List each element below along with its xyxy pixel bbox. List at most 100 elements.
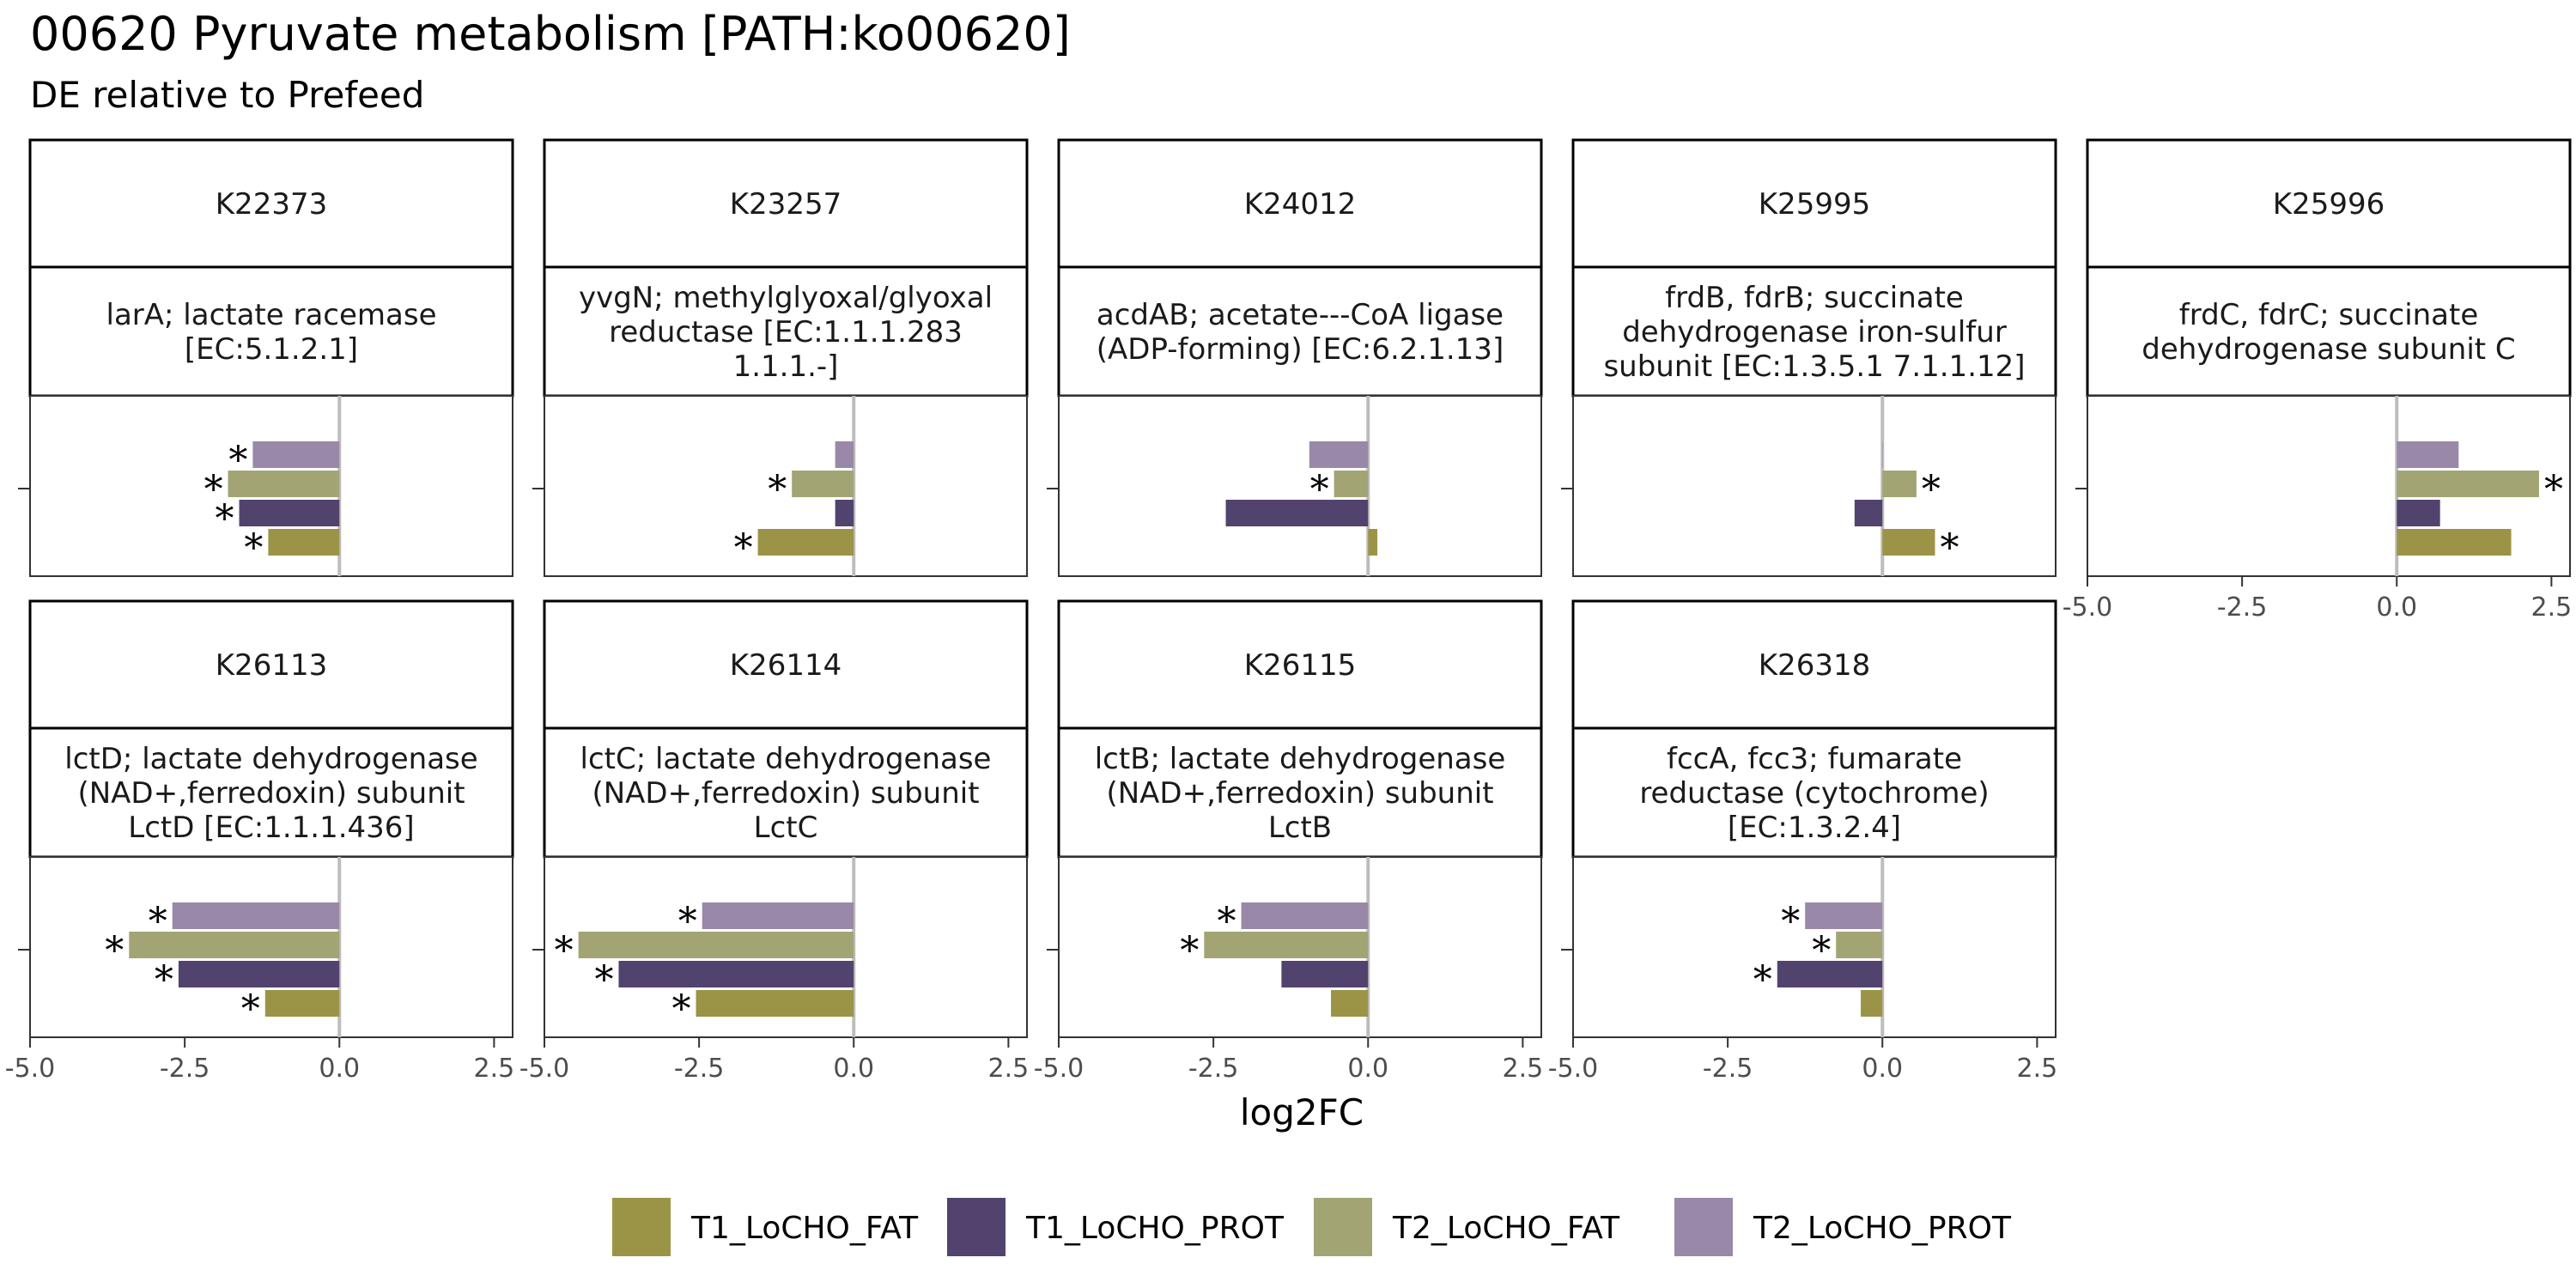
bar-T1_LoCHO_PROT <box>1777 961 1883 987</box>
bar-T1_LoCHO_PROT <box>2397 500 2440 526</box>
significance-star: * <box>594 958 613 1002</box>
bar-T2_LoCHO_PROT <box>702 902 854 929</box>
significance-star: * <box>241 987 260 1031</box>
significance-star: * <box>105 929 124 973</box>
legend-swatch-T2_LoCHO_FAT <box>1314 1198 1372 1256</box>
strip-description-box <box>1571 726 2057 859</box>
significance-star: * <box>1218 900 1236 944</box>
x-tick-label: -5.0 <box>1034 1054 1084 1084</box>
bar-T2_LoCHO_FAT <box>1334 471 1369 497</box>
strip-description-line: reductase (cytochrome) <box>1639 776 1989 811</box>
bar-T2_LoCHO_PROT <box>1241 902 1369 929</box>
strip-description-box <box>1057 265 1543 398</box>
strip-description-box <box>1571 265 2057 398</box>
x-tick-label: -5.0 <box>2063 592 2113 623</box>
bar-T1_LoCHO_PROT <box>835 500 854 526</box>
strip-description-line: lctB; lactate dehydrogenase <box>1095 742 1506 776</box>
strip-description-box <box>1057 726 1543 859</box>
strip-id-label: K23257 <box>730 187 841 222</box>
x-tick-label: -5.0 <box>1548 1054 1599 1084</box>
strip-id-box <box>543 599 1029 730</box>
x-tick-label: 0.0 <box>319 1054 360 1084</box>
bar-T1_LoCHO_PROT <box>239 500 340 526</box>
significance-star: * <box>678 900 697 944</box>
strip-description-line: dehydrogenase subunit C <box>2142 332 2515 367</box>
significance-star: * <box>1781 900 1800 944</box>
strip-description-line: yvgN; methylglyoxal/glyoxal <box>579 281 993 315</box>
facet-panel-K24012: K24012 acdAB; acetate---CoA ligase(ADP-fo… <box>1047 138 1543 577</box>
facet-panel-K26113: K26113 lctD; lactate dehydrogenase(NAD+,f… <box>5 599 515 1084</box>
bar-T1_LoCHO_FAT <box>757 529 854 556</box>
significance-star: * <box>734 526 753 570</box>
strip-id-box <box>543 138 1029 269</box>
bar-T2_LoCHO_FAT <box>578 932 854 958</box>
strip-id-box <box>1571 599 2057 730</box>
x-tick-label: 2.5 <box>988 1054 1030 1084</box>
strip-description-line: LctC <box>754 811 818 845</box>
bar-T1_LoCHO_FAT <box>1331 990 1369 1017</box>
strip-description-line: LctD [EC:1.1.1.436] <box>128 811 414 845</box>
strip-description-box <box>28 726 514 859</box>
bar-T2_LoCHO_PROT <box>1882 441 1883 468</box>
significance-star: * <box>204 468 223 512</box>
significance-star: * <box>155 958 173 1002</box>
facet-panel-K23257: K23257 yvgN; methylglyoxal/glyoxalreducta… <box>532 138 1029 577</box>
x-tick-label: 0.0 <box>1347 1054 1388 1084</box>
x-tick-label: 0.0 <box>1862 1054 1903 1084</box>
legend: T1_LoCHO_FAT T1_LoCHO_PROT T2_LoCHO_FAT T2_… <box>612 1198 2012 1256</box>
bar-T2_LoCHO_PROT <box>1309 441 1369 468</box>
strip-description-line: lctD; lactate dehydrogenase <box>64 742 477 776</box>
significance-star: * <box>1922 468 1941 512</box>
legend-label: T2_LoCHO_PROT <box>1753 1211 2012 1246</box>
bar-T2_LoCHO_FAT <box>2397 471 2539 497</box>
strip-description-line: frdB, fdrB; succinate <box>1665 281 1964 315</box>
strip-id-box <box>1057 599 1543 730</box>
strip-description-line: larA; lactate racemase <box>106 298 437 332</box>
strip-description-line: (NAD+,ferredoxin) subunit <box>592 776 979 811</box>
bar-T2_LoCHO_PROT <box>252 441 340 468</box>
strip-description-box <box>2086 265 2572 398</box>
strip-description-line: (ADP-forming) [EC:6.2.1.13] <box>1097 332 1504 367</box>
strip-description-line: lctC; lactate dehydrogenase <box>580 742 992 776</box>
strip-description-line: reductase [EC:1.1.1.283 <box>609 315 963 349</box>
bar-T2_LoCHO_PROT <box>835 441 854 468</box>
x-tick-label: 2.5 <box>2531 592 2573 623</box>
strip-description-line: (NAD+,ferredoxin) subunit <box>1106 776 1493 811</box>
strip-description-line: LctB <box>1268 811 1332 845</box>
legend-label: T1_LoCHO_PROT <box>1025 1211 1285 1246</box>
significance-star: * <box>149 900 167 944</box>
bar-T2_LoCHO_PROT <box>2397 441 2459 468</box>
significance-star: * <box>1310 468 1329 512</box>
significance-star: * <box>1941 526 1959 570</box>
x-tick-label: -5.0 <box>519 1054 570 1084</box>
strip-id-label: K26113 <box>216 648 327 683</box>
x-tick-label: 2.5 <box>2017 1054 2058 1084</box>
strip-id-label: K26318 <box>1759 648 1870 683</box>
chart-subtitle: DE relative to Prefeed <box>30 74 425 116</box>
bar-T1_LoCHO_PROT <box>1225 500 1369 526</box>
significance-star: * <box>672 987 691 1031</box>
legend-swatch-T1_LoCHO_PROT <box>947 1198 1005 1256</box>
plot-area <box>1058 395 1542 577</box>
strip-id-label: K25996 <box>2273 187 2385 222</box>
bar-T1_LoCHO_FAT <box>1882 529 1935 556</box>
strip-id-label: K26114 <box>730 648 841 683</box>
x-tick-label: -2.5 <box>1188 1054 1239 1084</box>
facet-panel-K26114: K26114 lctC; lactate dehydrogenase(NAD+,f… <box>519 599 1030 1084</box>
bar-T1_LoCHO_PROT <box>1854 500 1883 526</box>
significance-star: * <box>1180 929 1199 973</box>
x-tick-label: -2.5 <box>674 1054 725 1084</box>
strip-description-box <box>543 265 1029 398</box>
bar-T1_LoCHO_FAT <box>1861 990 1883 1017</box>
strip-description-line: [EC:5.1.2.1] <box>185 332 358 367</box>
x-tick-label: 2.5 <box>474 1054 515 1084</box>
strip-description-line: [EC:1.3.2.4] <box>1728 811 1901 845</box>
significance-star: * <box>768 468 787 512</box>
bar-T1_LoCHO_FAT <box>264 990 340 1017</box>
legend-swatch-T2_LoCHO_PROT <box>1674 1198 1733 1256</box>
facet-panel-K25996: K25996 frdC, fdrC; succinatedehydrogenase… <box>2063 138 2573 623</box>
x-tick-label: -5.0 <box>5 1054 56 1084</box>
x-tick-label: 0.0 <box>2376 592 2417 623</box>
significance-star: * <box>555 929 574 973</box>
x-tick-label: -2.5 <box>1703 1054 1753 1084</box>
